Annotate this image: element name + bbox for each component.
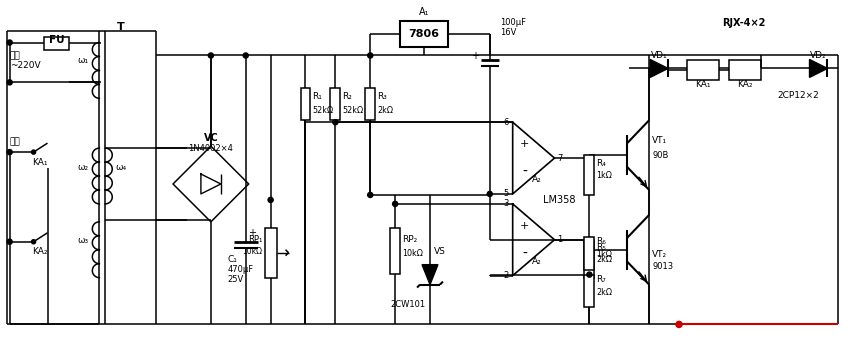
Polygon shape bbox=[650, 60, 668, 77]
Circle shape bbox=[333, 120, 338, 125]
Text: VT₁: VT₁ bbox=[652, 136, 667, 144]
Text: C₁: C₁ bbox=[228, 255, 238, 264]
Text: 1: 1 bbox=[558, 235, 563, 244]
Circle shape bbox=[487, 191, 492, 196]
Polygon shape bbox=[809, 60, 827, 77]
Text: 90B: 90B bbox=[652, 151, 668, 160]
Text: VC: VC bbox=[203, 133, 218, 143]
Text: 5: 5 bbox=[504, 190, 509, 198]
Circle shape bbox=[268, 197, 273, 202]
Bar bbox=[400, 21, 448, 47]
Text: 1kΩ: 1kΩ bbox=[597, 250, 612, 259]
Text: VD₁: VD₁ bbox=[651, 51, 667, 60]
Text: 2kΩ: 2kΩ bbox=[597, 288, 612, 297]
Text: 52kΩ: 52kΩ bbox=[313, 106, 333, 115]
Text: 7806: 7806 bbox=[408, 28, 439, 39]
Bar bbox=[585, 155, 594, 195]
Text: 10kΩ: 10kΩ bbox=[402, 249, 423, 258]
Text: 1kΩ: 1kΩ bbox=[597, 170, 612, 180]
Text: ω₁: ω₁ bbox=[77, 56, 89, 65]
Bar bbox=[390, 228, 400, 274]
Circle shape bbox=[587, 272, 592, 277]
Circle shape bbox=[368, 192, 373, 197]
Text: 16V: 16V bbox=[499, 28, 516, 37]
Text: KA₁: KA₁ bbox=[695, 80, 710, 89]
Text: A₂: A₂ bbox=[532, 257, 542, 266]
Text: ~220V: ~220V bbox=[9, 61, 40, 70]
Text: R₅: R₅ bbox=[597, 243, 606, 252]
Text: RP₂: RP₂ bbox=[402, 235, 418, 244]
Text: T: T bbox=[117, 22, 125, 32]
Bar bbox=[585, 237, 594, 270]
Text: 52kΩ: 52kΩ bbox=[343, 106, 363, 115]
Text: +: + bbox=[520, 221, 530, 231]
Text: +: + bbox=[248, 228, 256, 238]
Circle shape bbox=[208, 53, 214, 58]
Circle shape bbox=[32, 150, 35, 154]
Text: 3: 3 bbox=[504, 200, 509, 208]
Bar bbox=[585, 275, 594, 307]
Text: KA₂: KA₂ bbox=[737, 80, 753, 89]
Text: -: - bbox=[522, 247, 527, 261]
Text: +: + bbox=[520, 139, 530, 149]
Text: 1N4002×4: 1N4002×4 bbox=[189, 144, 233, 153]
Bar bbox=[331, 88, 340, 120]
Bar bbox=[300, 88, 311, 120]
Text: R₂: R₂ bbox=[343, 92, 352, 101]
Text: VD₂: VD₂ bbox=[810, 51, 827, 60]
Text: ω₄: ω₄ bbox=[115, 163, 127, 171]
Text: 7: 7 bbox=[558, 154, 563, 163]
Text: 6: 6 bbox=[504, 118, 509, 127]
Text: VS: VS bbox=[434, 247, 446, 256]
Text: KA₁: KA₁ bbox=[32, 158, 47, 166]
Circle shape bbox=[7, 239, 12, 244]
Text: RP₁: RP₁ bbox=[248, 235, 263, 244]
Text: 100µF: 100µF bbox=[499, 18, 526, 27]
Text: VT₂: VT₂ bbox=[652, 250, 667, 259]
Text: R₃: R₃ bbox=[377, 92, 387, 101]
Text: 2: 2 bbox=[504, 271, 509, 280]
Text: ω₂: ω₂ bbox=[77, 163, 89, 171]
Circle shape bbox=[7, 40, 12, 45]
Text: 输入: 输入 bbox=[9, 51, 21, 60]
Polygon shape bbox=[422, 265, 438, 285]
Text: 470µF: 470µF bbox=[228, 265, 254, 274]
Text: 2CW101: 2CW101 bbox=[391, 300, 425, 309]
Text: ω₃: ω₃ bbox=[77, 236, 89, 245]
Bar bbox=[365, 88, 375, 120]
Circle shape bbox=[32, 240, 35, 244]
Text: 25V: 25V bbox=[228, 275, 244, 284]
Text: 9013: 9013 bbox=[652, 262, 673, 271]
Text: 输出: 输出 bbox=[9, 138, 21, 147]
Text: 2kΩ: 2kΩ bbox=[597, 255, 612, 264]
Bar bbox=[687, 60, 719, 80]
Circle shape bbox=[587, 237, 592, 242]
Text: A₁: A₁ bbox=[418, 7, 430, 17]
Text: KA₂: KA₂ bbox=[32, 247, 47, 256]
Circle shape bbox=[244, 53, 248, 58]
Text: RJX-4×2: RJX-4×2 bbox=[722, 18, 765, 28]
Text: R₄: R₄ bbox=[597, 159, 606, 168]
Text: R₆: R₆ bbox=[597, 237, 606, 246]
Text: 2CP12×2: 2CP12×2 bbox=[777, 91, 820, 100]
Text: FU: FU bbox=[49, 34, 65, 44]
Text: R₁: R₁ bbox=[313, 92, 322, 101]
Circle shape bbox=[7, 149, 12, 154]
Circle shape bbox=[7, 80, 12, 85]
Bar bbox=[585, 240, 594, 278]
Bar bbox=[264, 228, 276, 278]
Circle shape bbox=[676, 321, 682, 327]
Text: R₇: R₇ bbox=[597, 275, 606, 284]
Circle shape bbox=[393, 201, 398, 206]
Bar bbox=[44, 37, 70, 49]
Text: LM358: LM358 bbox=[543, 195, 576, 205]
Circle shape bbox=[368, 53, 373, 58]
Bar bbox=[728, 60, 761, 80]
Text: -: - bbox=[522, 165, 527, 179]
Text: A₂: A₂ bbox=[532, 175, 542, 185]
Text: +: + bbox=[471, 51, 479, 61]
Text: 2kΩ: 2kΩ bbox=[377, 106, 393, 115]
Text: 10kΩ: 10kΩ bbox=[243, 247, 263, 256]
